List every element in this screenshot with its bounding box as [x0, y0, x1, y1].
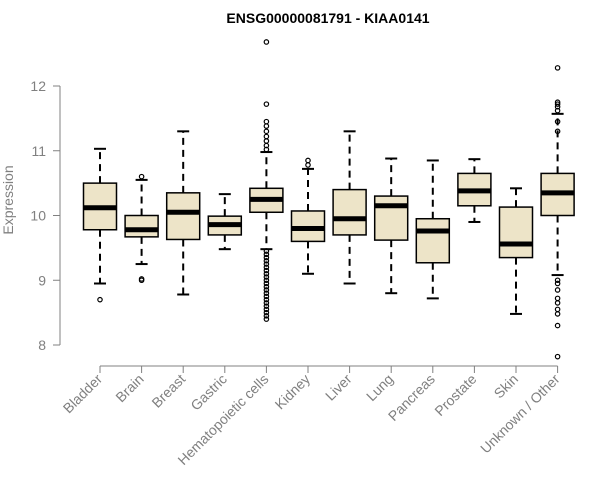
outlier-point [263, 300, 270, 306]
outlier-point [263, 138, 270, 144]
x-category-label: Liver [322, 371, 355, 404]
outlier-point [97, 296, 103, 303]
outlier-point [263, 270, 270, 277]
outlier-point [263, 258, 270, 264]
outlier-point [263, 251, 270, 258]
box-breast [165, 130, 201, 296]
x-category-label: Lung [363, 371, 396, 404]
outlier-point [554, 101, 561, 107]
chart-title: ENSG00000081791 - KIAA0141 [226, 10, 429, 26]
box-bladder [82, 147, 118, 303]
iqr-box [498, 206, 534, 259]
outlier-point [263, 274, 270, 280]
outlier-point [263, 264, 270, 271]
outlier-point [554, 300, 561, 306]
outlier-point [263, 287, 270, 293]
outlier-point [554, 277, 561, 284]
box-hematopoietic-cells [249, 39, 284, 322]
outlier-point [263, 309, 270, 316]
outlier-point [263, 128, 270, 135]
outlier-point [263, 101, 270, 107]
outlier-point [263, 39, 270, 45]
x-category-label: Brain [112, 371, 146, 405]
outlier-point [263, 248, 270, 254]
outlier-point [263, 306, 270, 313]
box-gastric [207, 193, 243, 251]
outlier-point [554, 295, 561, 302]
outlier-point [263, 133, 270, 140]
y-axis-label: Expression [0, 165, 16, 234]
outlier-point [263, 261, 270, 267]
iqr-box [124, 214, 159, 238]
y-tick-label: 11 [31, 143, 46, 159]
outlier-point [263, 146, 270, 153]
y-tick-label: 10 [30, 208, 46, 224]
outlier-point [554, 107, 561, 114]
outlier-point [554, 353, 561, 360]
x-category-label: Prostate [431, 371, 479, 419]
outlier-point [554, 306, 561, 313]
box-kidney [290, 157, 326, 275]
outlier-point [263, 293, 270, 300]
iqr-box [415, 217, 451, 264]
outlier-point [554, 280, 561, 287]
outlier-point [305, 157, 311, 164]
outlier-point [263, 290, 270, 297]
box-brain [124, 173, 159, 284]
outlier-point [263, 316, 270, 322]
outlier-point [554, 118, 561, 125]
box-skin [498, 187, 534, 315]
outlier-point [138, 173, 145, 180]
axes: 8 9 10 11 12 [30, 78, 559, 373]
box-liver [332, 130, 367, 285]
y-tick-label: 9 [38, 272, 46, 288]
outlier-point [263, 277, 270, 284]
outlier-point [554, 311, 561, 317]
outlier-point [263, 303, 270, 309]
outlier-point [554, 287, 561, 293]
box-lung [373, 157, 409, 295]
x-category-label: Kidney [272, 371, 314, 413]
box-prostate [457, 158, 492, 223]
plot-area [82, 39, 575, 360]
outlier-point [138, 277, 145, 284]
iqr-box [165, 192, 201, 241]
outlier-point [263, 313, 270, 319]
outlier-point [263, 123, 270, 129]
x-category-label: Unknown / Other [477, 371, 563, 457]
outlier-point [263, 296, 270, 303]
iqr-box [332, 188, 367, 236]
outlier-point [554, 322, 561, 329]
outlier-point [263, 280, 270, 287]
x-category-label: Bladder [60, 371, 106, 417]
y-tick-label: 8 [38, 337, 46, 353]
outlier-point [263, 283, 270, 290]
outlier-point [263, 267, 270, 274]
outlier-point [305, 162, 311, 168]
iqr-box [373, 195, 409, 241]
outlier-point [554, 128, 561, 135]
box-unknown-other [540, 65, 575, 360]
y-tick-label: 12 [30, 78, 46, 94]
box-pancreas [415, 159, 451, 300]
outlier-point [263, 118, 270, 125]
x-category-label: Breast [148, 371, 188, 411]
outlier-point [554, 65, 561, 71]
x-category-label: Skin [491, 371, 522, 402]
outlier-point [263, 254, 270, 261]
